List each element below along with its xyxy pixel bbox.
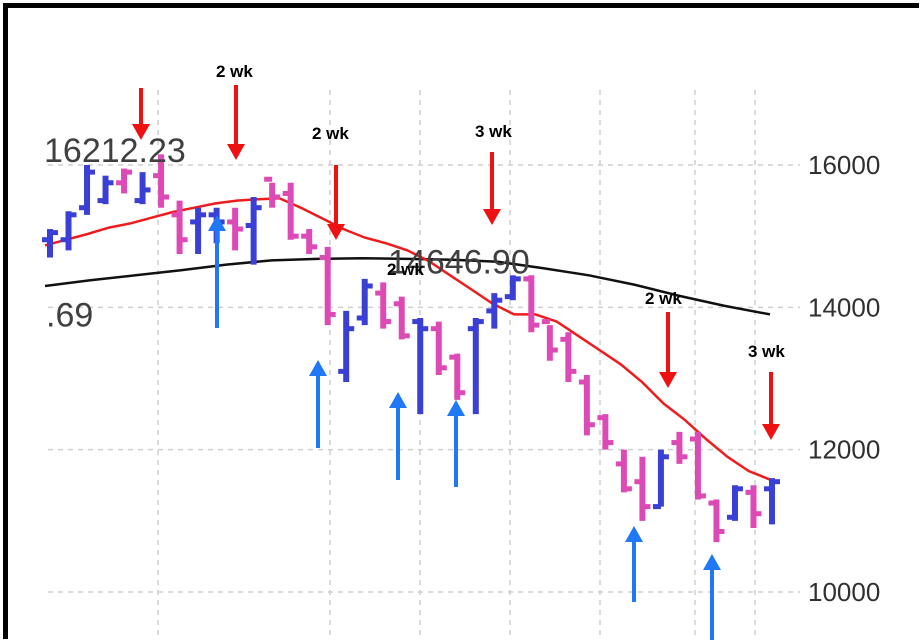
ohlc-bar: [301, 229, 318, 254]
ma-short-line: [44, 197, 771, 481]
up-arrow-head: [389, 392, 407, 408]
ohlc-bar: [708, 499, 725, 543]
up-arrow-head: [447, 400, 465, 416]
ohlc-bar: [541, 319, 558, 361]
ohlc-bar: [153, 154, 170, 208]
value-label: .69: [46, 296, 93, 334]
ohlc-bar: [652, 449, 669, 510]
up-arrow-head: [703, 554, 721, 570]
down-arrow-head: [483, 209, 501, 225]
down-arrow-head: [659, 372, 677, 388]
annotation-label: 2 wk: [387, 260, 424, 279]
arrows: [132, 85, 780, 640]
ohlc-bar: [319, 246, 336, 326]
ohlc-bar: [449, 353, 466, 400]
ohlc-bar: [97, 175, 114, 205]
ohlc-bars: [42, 154, 780, 543]
down-arrow-head: [227, 144, 245, 160]
down-arrow: [659, 312, 677, 388]
y-tick-label: 14000: [808, 292, 880, 322]
ohlc-bar: [578, 374, 595, 436]
ohlc-bar: [430, 321, 447, 375]
annotation-label: 3 wk: [475, 122, 512, 141]
ohlc-bar: [560, 332, 577, 383]
up-arrow: [703, 554, 721, 640]
ohlc-bar: [467, 318, 484, 415]
down-arrow-head: [327, 224, 345, 240]
ohlc-bar: [634, 456, 651, 521]
ohlc-bar: [282, 182, 299, 240]
up-arrow: [625, 526, 643, 602]
down-arrow: [483, 152, 501, 225]
ohlc-bar: [597, 414, 614, 450]
ohlc-bar: [134, 172, 151, 205]
y-tick-label: 16000: [808, 150, 880, 180]
moving-averages: [44, 197, 771, 481]
value-labels: 16212.23 14646.90 .69: [44, 132, 530, 335]
ohlc-bar: [671, 431, 688, 464]
ma-long-line: [44, 256, 771, 316]
down-arrow-head: [132, 124, 150, 140]
ohlc-bar: [412, 318, 429, 415]
ohlc-bar: [116, 168, 133, 194]
up-arrow: [309, 360, 327, 448]
down-arrow: [327, 165, 345, 240]
ohlc-bar: [504, 275, 521, 301]
ohlc-bar: [486, 293, 503, 329]
y-axis-ticks: 10000 12000 14000 16000: [808, 150, 880, 607]
down-arrow: [227, 85, 245, 160]
down-arrow-head: [762, 424, 780, 440]
ohlc-bar: [190, 207, 207, 254]
ohlc-bar: [393, 296, 410, 340]
ohlc-bar: [227, 207, 244, 251]
annotation-label: 2 wk: [645, 289, 682, 308]
up-arrow: [208, 215, 226, 328]
ohlc-bar: [79, 165, 96, 215]
ohlc-bar: [171, 200, 188, 254]
ohlc-bar: [375, 282, 392, 329]
ohlc-bar: [264, 176, 281, 208]
ohlc-bar: [356, 278, 373, 326]
y-tick-label: 12000: [808, 435, 880, 465]
chart-frame: [3, 3, 919, 639]
ohlc-bar: [726, 485, 743, 521]
up-arrow-head: [625, 526, 643, 542]
up-arrow-head: [208, 215, 226, 231]
ohlc-bar: [615, 449, 632, 493]
ohlc-bar: [745, 485, 762, 528]
down-arrow: [762, 372, 780, 440]
annotation-label: 2 wk: [312, 124, 349, 143]
down-arrow: [132, 88, 150, 140]
annotation-label: 3 wk: [748, 342, 785, 361]
ohlc-bar: [60, 211, 77, 251]
up-arrow: [447, 400, 465, 487]
annotations: 2 wk 2 wk 3 wk 2 wk 2 wk 3 wk: [216, 62, 785, 361]
y-tick-label: 10000: [808, 577, 880, 607]
ohlc-bar: [764, 478, 780, 525]
ohlc-bar: [689, 431, 706, 500]
ohlc-bar: [338, 310, 355, 383]
ohlc-bar: [42, 229, 58, 258]
up-arrow-head: [309, 360, 327, 376]
ohlc-bar: [523, 275, 540, 333]
value-label: 16212.23: [44, 132, 186, 170]
up-arrow: [389, 392, 407, 480]
annotation-label: 2 wk: [216, 62, 253, 81]
value-label: 14646.90: [388, 243, 530, 281]
ohlc-bar: [245, 197, 262, 265]
